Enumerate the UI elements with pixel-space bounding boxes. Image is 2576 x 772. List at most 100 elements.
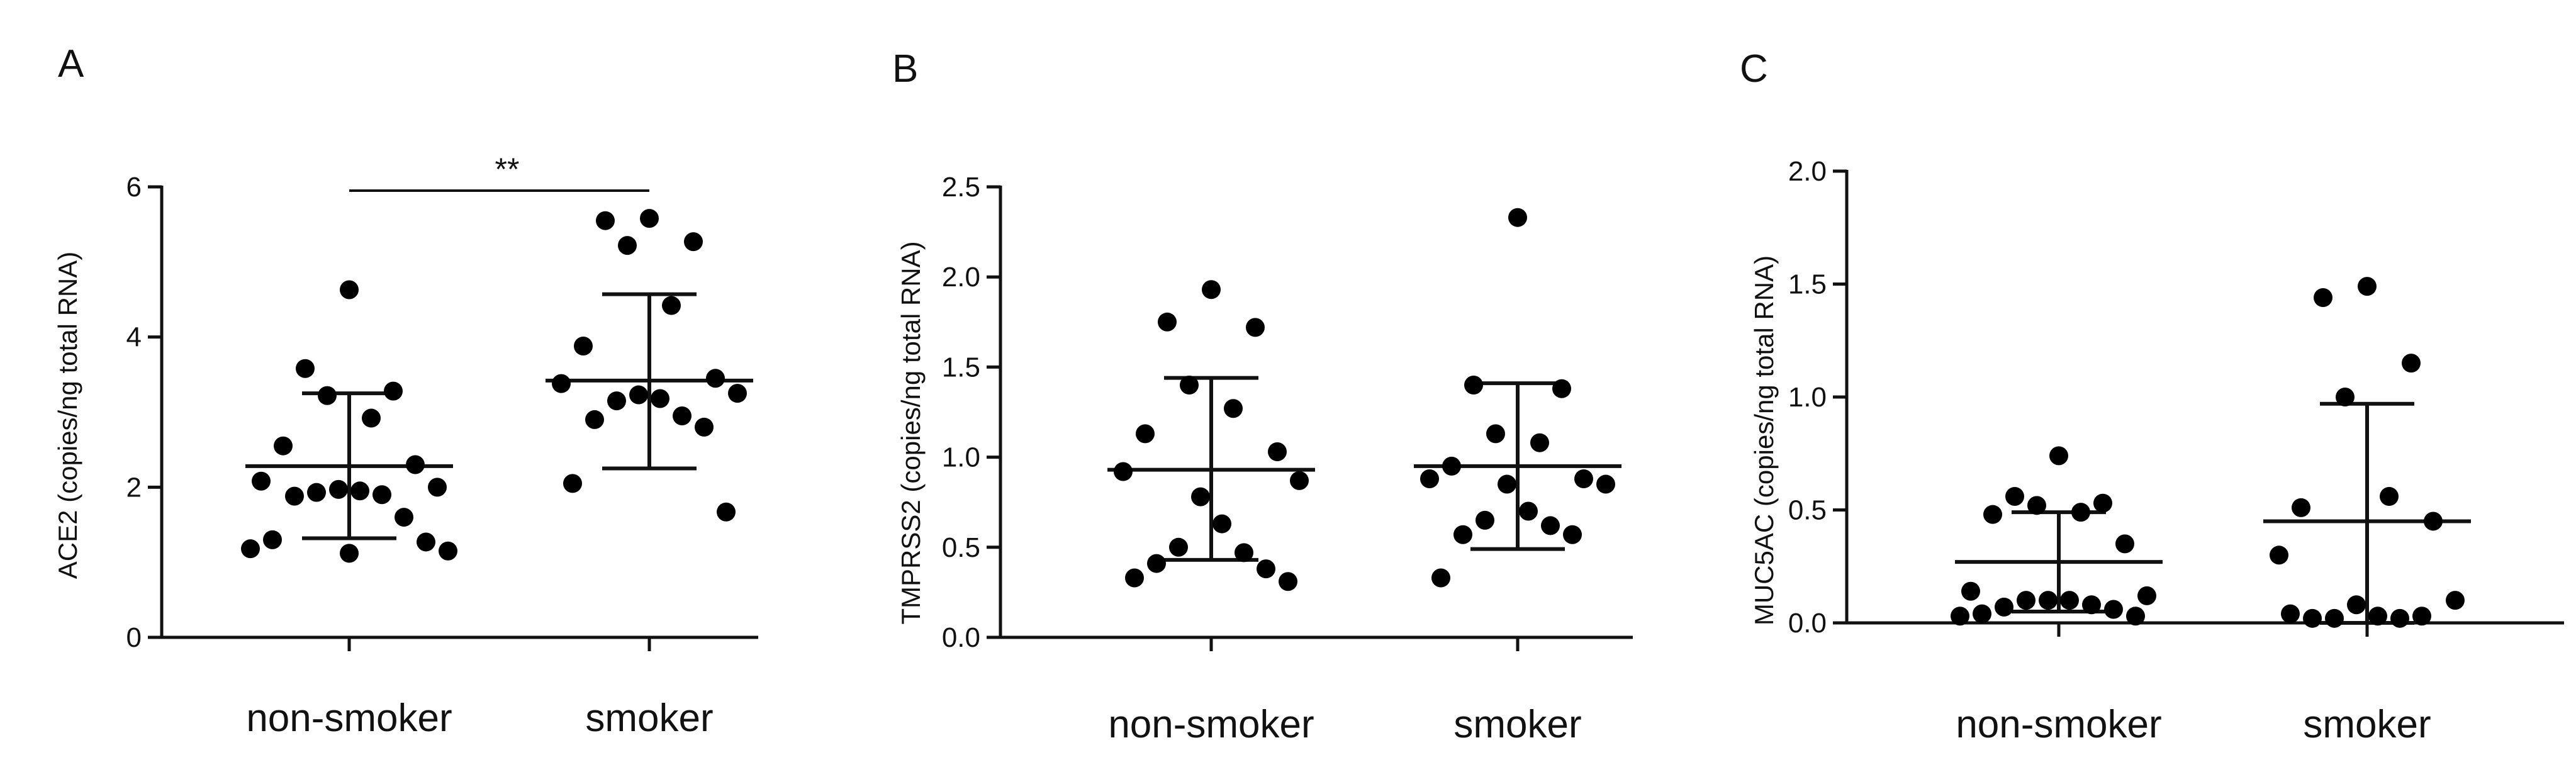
data-point bbox=[340, 544, 359, 563]
data-point bbox=[1212, 514, 1231, 534]
data-point bbox=[1431, 568, 1450, 588]
data-point bbox=[640, 209, 659, 228]
data-point bbox=[1961, 581, 1980, 601]
data-point bbox=[1442, 456, 1461, 476]
data-point bbox=[2005, 486, 2024, 506]
data-point bbox=[1136, 424, 1155, 444]
data-point bbox=[318, 386, 337, 405]
data-point bbox=[439, 541, 457, 561]
data-point bbox=[1983, 505, 2002, 524]
data-point bbox=[395, 508, 413, 527]
panel-letter: A bbox=[58, 42, 84, 86]
data-point bbox=[1973, 604, 1991, 624]
data-point bbox=[307, 483, 326, 502]
y-tick-label: 2 bbox=[126, 472, 142, 503]
data-point bbox=[1147, 554, 1166, 573]
y-tick-label: 1.0 bbox=[1788, 382, 1827, 413]
data-point bbox=[372, 485, 391, 505]
data-point bbox=[1191, 487, 1210, 506]
data-point bbox=[2303, 608, 2322, 628]
data-point bbox=[563, 474, 582, 493]
data-point bbox=[1202, 280, 1221, 299]
category-label: non-smoker bbox=[246, 696, 452, 740]
data-point bbox=[1995, 597, 2013, 617]
data-point bbox=[1464, 376, 1483, 395]
y-axis-label: ACE2 (copies/ng total RNA) bbox=[53, 252, 82, 579]
data-point bbox=[1290, 471, 1309, 490]
data-point bbox=[2017, 591, 2036, 610]
data-point bbox=[2027, 496, 2046, 515]
data-point bbox=[1235, 543, 1253, 562]
panel-b: B TMPRSS2 (copies/ng total RNA) non-smok… bbox=[892, 47, 1633, 746]
category-label: smoker bbox=[1453, 703, 1581, 746]
y-axis-label: TMPRSS2 (copies/ng total RNA) bbox=[896, 241, 926, 624]
data-point bbox=[651, 389, 669, 408]
y-tick-label: 2.0 bbox=[1788, 156, 1827, 187]
data-point bbox=[607, 391, 626, 411]
data-point bbox=[629, 385, 648, 405]
data-point bbox=[1574, 469, 1593, 488]
y-tick-label: 0.0 bbox=[1788, 608, 1827, 639]
data-point bbox=[1453, 525, 1472, 544]
panel-letter: C bbox=[1740, 47, 1768, 91]
data-point bbox=[2281, 604, 2300, 624]
data-point bbox=[2412, 607, 2431, 626]
y-tick-label: 1.5 bbox=[1788, 269, 1827, 300]
data-point bbox=[296, 359, 315, 378]
data-point bbox=[2314, 288, 2332, 308]
y-tick-label: 6 bbox=[126, 172, 142, 203]
category-label: smoker bbox=[2303, 703, 2431, 746]
data-point bbox=[1279, 572, 1297, 591]
data-point bbox=[2446, 591, 2465, 610]
y-tick-label: 1.5 bbox=[942, 352, 980, 383]
category-label: non-smoker bbox=[1108, 703, 1314, 746]
data-point bbox=[673, 406, 692, 425]
data-point bbox=[285, 486, 304, 506]
data-point bbox=[2325, 608, 2344, 628]
data-point bbox=[1420, 469, 1439, 488]
data-point bbox=[1486, 424, 1505, 444]
data-point bbox=[417, 532, 435, 552]
data-point bbox=[1519, 501, 1538, 521]
data-point bbox=[662, 296, 681, 315]
data-point bbox=[2380, 486, 2399, 506]
data-point bbox=[1257, 559, 1275, 579]
data-point bbox=[1530, 433, 1549, 452]
y-tick-label: 0.5 bbox=[1788, 495, 1827, 526]
data-point bbox=[1158, 312, 1177, 332]
data-point bbox=[2049, 446, 2068, 466]
data-point bbox=[1508, 208, 1527, 227]
data-point bbox=[2104, 600, 2123, 619]
category-label: smoker bbox=[585, 696, 713, 740]
y-tick-label: 4 bbox=[126, 322, 142, 353]
data-point bbox=[574, 336, 593, 355]
data-point bbox=[695, 417, 714, 437]
data-point bbox=[241, 539, 260, 559]
data-point bbox=[1552, 379, 1571, 398]
category-label: non-smoker bbox=[1956, 703, 2161, 746]
data-point bbox=[618, 236, 637, 255]
data-point bbox=[1498, 474, 1516, 494]
data-point bbox=[2402, 354, 2421, 373]
data-point bbox=[2292, 498, 2310, 517]
y-tick-label: 2.0 bbox=[942, 262, 980, 293]
panel-letter: B bbox=[892, 47, 918, 91]
data-point bbox=[2424, 512, 2443, 531]
panel-c: C MUC5AC (copies/ng total RNA) non-smoke… bbox=[1740, 47, 2564, 746]
data-point bbox=[252, 471, 271, 491]
significance-label: ** bbox=[495, 152, 520, 187]
data-point bbox=[362, 408, 381, 428]
data-point bbox=[428, 478, 447, 497]
data-point bbox=[329, 479, 348, 499]
data-point bbox=[2126, 607, 2145, 626]
data-point bbox=[406, 455, 425, 474]
data-point bbox=[552, 374, 571, 393]
data-point bbox=[1169, 537, 1188, 557]
data-point bbox=[2368, 607, 2387, 626]
data-point bbox=[2347, 595, 2366, 615]
data-point bbox=[1180, 376, 1199, 395]
data-point bbox=[263, 530, 282, 549]
y-tick-label: 2.5 bbox=[942, 172, 980, 203]
data-point bbox=[728, 384, 747, 403]
